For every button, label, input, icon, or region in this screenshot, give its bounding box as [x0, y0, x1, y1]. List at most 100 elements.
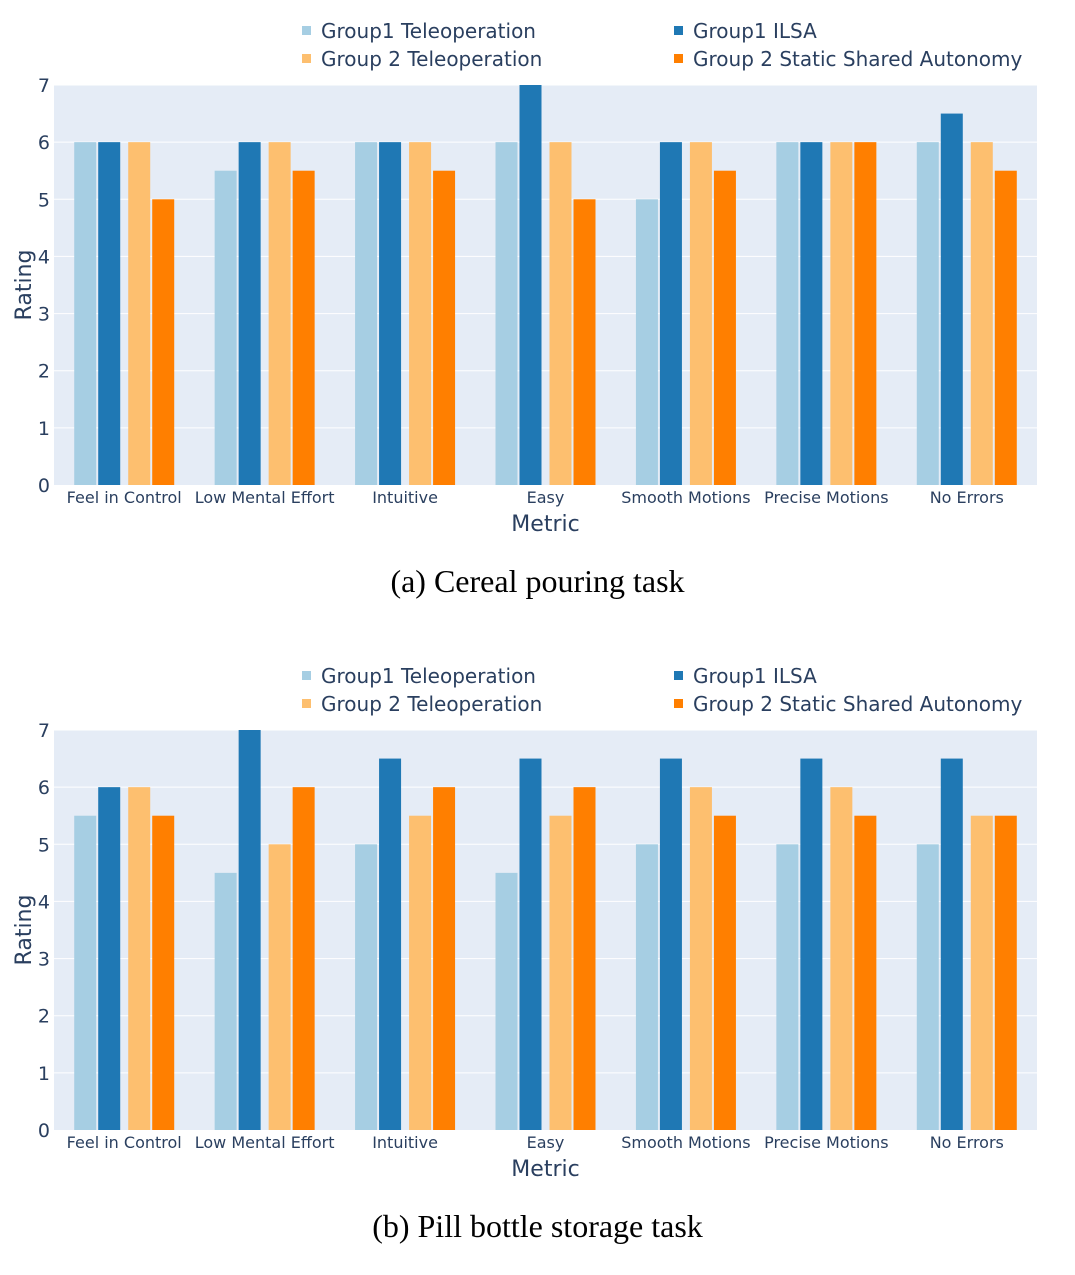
- legend-swatch: [302, 671, 311, 680]
- bar-4-smooth-motions: [713, 815, 736, 1130]
- y-tick-label: 0: [38, 475, 50, 497]
- x-tick-label: Intuitive: [372, 1133, 438, 1152]
- legend-swatch: [674, 54, 683, 63]
- y-tick-label: 3: [38, 949, 50, 971]
- bar-4-no-errors: [994, 170, 1017, 485]
- bar-1-feel-in-control: [74, 815, 97, 1130]
- bar-1-smooth-motions: [635, 844, 658, 1130]
- y-tick-label: 2: [38, 1006, 50, 1028]
- caption-a: (a) Cereal pouring task: [390, 563, 685, 599]
- bar-1-low-mental-effort: [214, 872, 237, 1130]
- legend-label: Group 2 Teleoperation: [321, 692, 542, 716]
- x-tick-label: Smooth Motions: [621, 488, 750, 507]
- x-tick-label: No Errors: [930, 1133, 1004, 1152]
- bar-1-precise-motions: [776, 844, 799, 1130]
- x-tick-label: Precise Motions: [764, 1133, 889, 1152]
- y-tick-label: 4: [38, 246, 50, 268]
- bar-4-easy: [573, 199, 596, 486]
- bar-3-intuitive: [409, 142, 432, 485]
- bar-2-smooth-motions: [659, 758, 682, 1130]
- bar-4-low-mental-effort: [292, 170, 315, 485]
- chart-panel-a: 0 1 2 3 4 5 6 7 Feel in Control Low Mental Effort…: [0, 0, 1075, 630]
- x-tick-label: Low Mental Effort: [195, 1133, 335, 1152]
- bar-4-no-errors: [994, 815, 1017, 1130]
- bar-2-feel-in-control: [98, 787, 121, 1130]
- legend-label: Group1 Teleoperation: [321, 19, 536, 43]
- legend-label: Group 2 Teleoperation: [321, 47, 542, 71]
- legend-label: Group1 ILSA: [693, 19, 817, 43]
- bar-3-no-errors: [970, 815, 993, 1130]
- bar-2-smooth-motions: [659, 142, 682, 485]
- x-tick-label: No Errors: [930, 488, 1004, 507]
- y-tick-label: 1: [38, 418, 50, 440]
- bar-3-feel-in-control: [128, 787, 151, 1130]
- x-axis-title: Metric: [511, 1157, 579, 1182]
- y-tick-label: 1: [38, 1063, 50, 1085]
- y-tick-label: 5: [38, 189, 50, 211]
- y-tick-label: 6: [38, 777, 50, 799]
- y-tick-label: 5: [38, 834, 50, 856]
- bar-2-easy: [519, 85, 542, 485]
- bar-2-low-mental-effort: [238, 730, 261, 1130]
- y-tick-label: 0: [38, 1120, 50, 1142]
- legend-swatch: [302, 699, 311, 708]
- legend-swatch: [674, 671, 683, 680]
- bar-1-no-errors: [916, 142, 939, 485]
- bar-3-precise-motions: [830, 787, 853, 1130]
- legend-label: Group 2 Static Shared Autonomy: [693, 47, 1022, 71]
- bar-1-intuitive: [355, 142, 378, 485]
- bar-1-smooth-motions: [635, 199, 658, 486]
- bar-1-easy: [495, 872, 518, 1130]
- bar-2-precise-motions: [800, 142, 823, 485]
- legend-swatch: [674, 26, 683, 35]
- chart-panel-b: 0 1 2 3 4 5 6 7 Feel in Control Low Mental Effort…: [0, 645, 1075, 1275]
- bar-3-no-errors: [970, 142, 993, 485]
- bar-4-low-mental-effort: [292, 787, 315, 1130]
- bar-chart-pill-bottle: 0 1 2 3 4 5 6 7 Feel in Control Low Mental Effort…: [12, 664, 1037, 1182]
- plot-background: [54, 85, 1037, 485]
- bar-2-intuitive: [379, 758, 402, 1130]
- bar-3-precise-motions: [830, 142, 853, 485]
- x-tick-label: Intuitive: [372, 488, 438, 507]
- bar-3-smooth-motions: [689, 787, 712, 1130]
- bar-2-precise-motions: [800, 758, 823, 1130]
- y-tick-label: 2: [38, 361, 50, 383]
- y-axis-title: Rating: [12, 250, 37, 321]
- bar-3-low-mental-effort: [268, 142, 291, 485]
- bar-2-no-errors: [940, 758, 963, 1130]
- bar-3-smooth-motions: [689, 142, 712, 485]
- x-tick-label: Feel in Control: [67, 1133, 182, 1152]
- bar-4-feel-in-control: [152, 815, 175, 1130]
- bar-2-easy: [519, 758, 542, 1130]
- y-tick-label: 4: [38, 891, 50, 913]
- plot-background: [54, 730, 1037, 1130]
- x-tick-label: Precise Motions: [764, 488, 889, 507]
- bar-1-precise-motions: [776, 142, 799, 485]
- bar-4-smooth-motions: [713, 170, 736, 485]
- bar-4-easy: [573, 787, 596, 1130]
- bar-1-low-mental-effort: [214, 170, 237, 485]
- bar-4-intuitive: [433, 787, 456, 1130]
- x-tick-label: Feel in Control: [67, 488, 182, 507]
- bar-chart-cereal: 0 1 2 3 4 5 6 7 Feel in Control Low Mental Effort…: [12, 19, 1037, 537]
- y-tick-label: 6: [38, 132, 50, 154]
- caption-b: (b) Pill bottle storage task: [372, 1208, 703, 1244]
- bar-3-easy: [549, 815, 572, 1130]
- legend-label: Group1 ILSA: [693, 664, 817, 688]
- bar-1-intuitive: [355, 844, 378, 1130]
- bar-1-feel-in-control: [74, 142, 97, 485]
- bar-4-precise-motions: [854, 142, 877, 485]
- legend-swatch: [302, 54, 311, 63]
- bar-3-intuitive: [409, 815, 432, 1130]
- y-axis-title: Rating: [12, 895, 37, 966]
- bar-4-precise-motions: [854, 815, 877, 1130]
- legend-swatch: [302, 26, 311, 35]
- x-axis-title: Metric: [511, 512, 579, 537]
- bar-1-no-errors: [916, 844, 939, 1130]
- bar-4-intuitive: [433, 170, 456, 485]
- y-tick-label: 7: [38, 75, 50, 97]
- x-tick-label: Easy: [527, 488, 565, 507]
- x-tick-label: Low Mental Effort: [195, 488, 335, 507]
- legend-swatch: [674, 699, 683, 708]
- x-tick-label: Smooth Motions: [621, 1133, 750, 1152]
